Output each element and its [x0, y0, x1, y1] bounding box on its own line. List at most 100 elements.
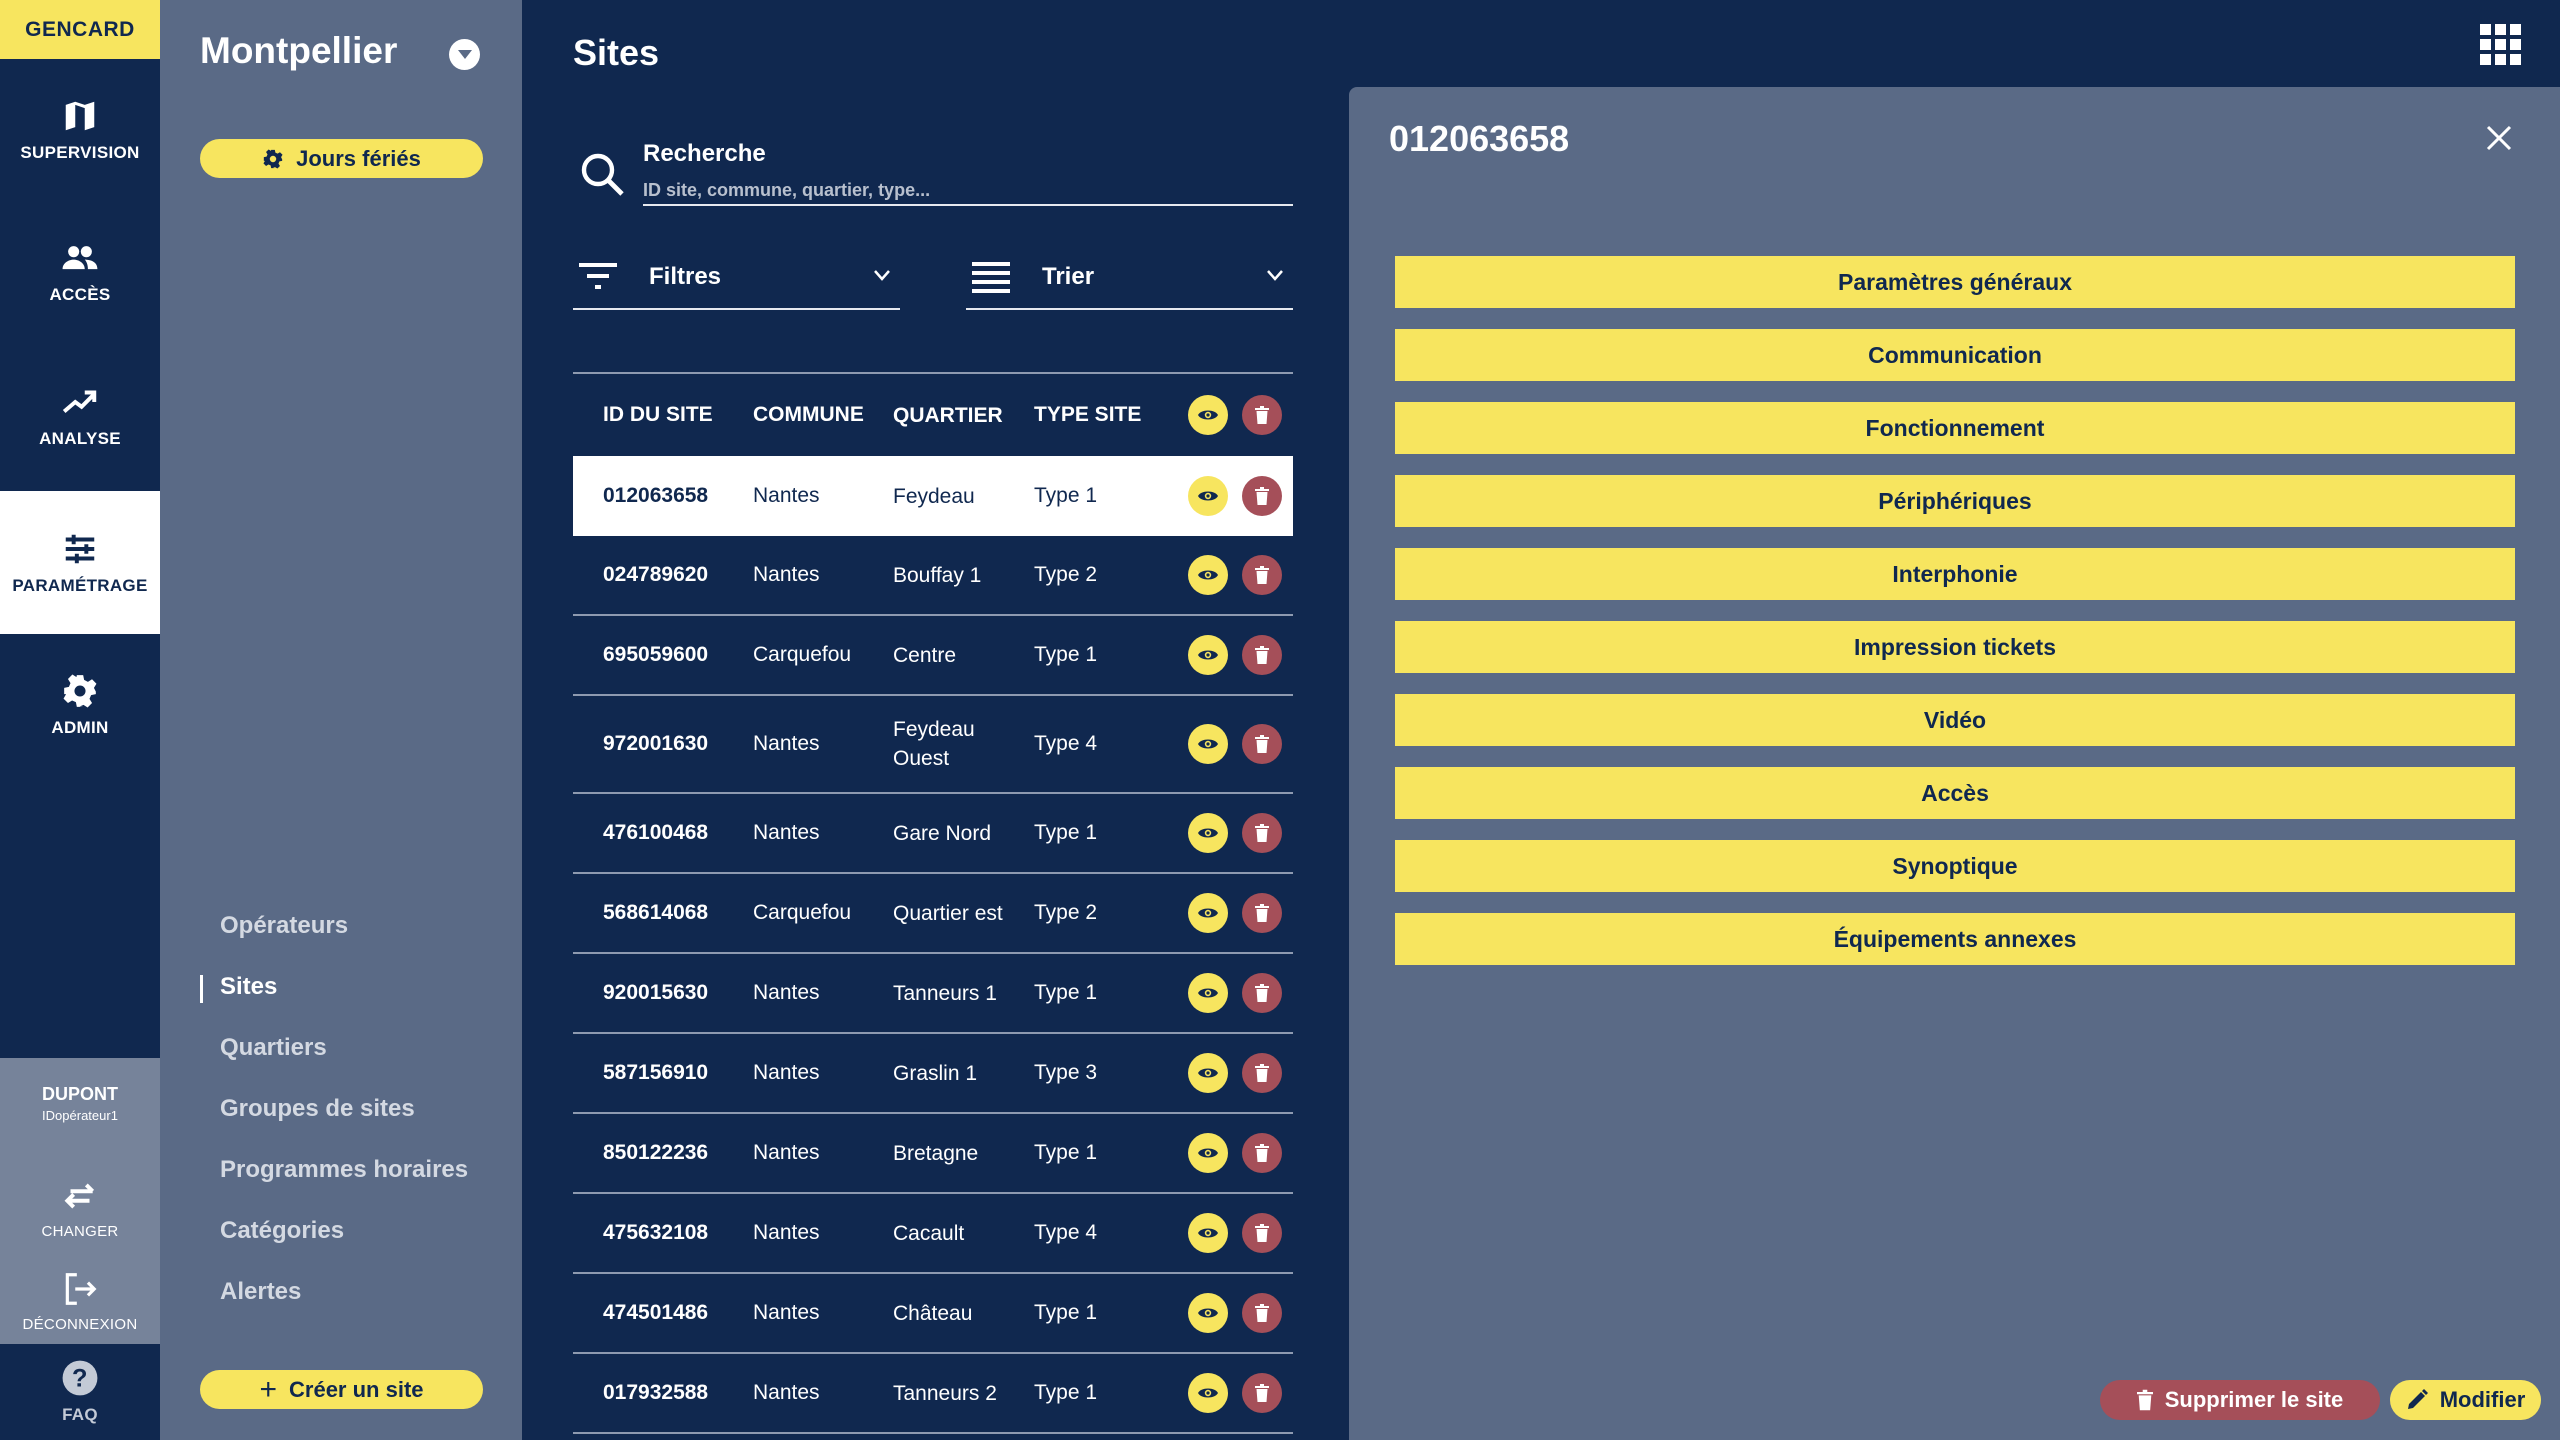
view-site-button[interactable]	[1188, 1053, 1228, 1093]
table-row[interactable]: 850122236 Nantes Bretagne Type 1	[573, 1114, 1293, 1194]
holidays-label: Jours fériés	[296, 145, 421, 171]
delete-site-row-button[interactable]	[1242, 476, 1282, 516]
table-row[interactable]: 012063658 Nantes Feydeau Type 1	[573, 456, 1293, 536]
edit-site-button[interactable]: Modifier	[2390, 1380, 2541, 1420]
table-row[interactable]: 017932588 Nantes Tanneurs 2 Type 1	[573, 1354, 1293, 1434]
detail-title: 012063658	[1389, 118, 1570, 159]
view-site-button[interactable]	[1188, 973, 1228, 1013]
table-row[interactable]: 024789620 Nantes Bouffay 1 Type 2	[573, 536, 1293, 616]
section-button[interactable]: Équipements annexes	[1395, 913, 2515, 965]
nav-categories[interactable]: Catégories	[220, 1217, 345, 1244]
section-button[interactable]: Impression tickets	[1395, 621, 2515, 673]
delete-site-row-button[interactable]	[1242, 973, 1282, 1013]
section-button[interactable]: Fonctionnement	[1395, 402, 2515, 454]
site-quartier: Cacault	[893, 1221, 965, 1245]
delete-site-row-button[interactable]	[1242, 1373, 1282, 1413]
nav-operateurs[interactable]: Opérateurs	[220, 912, 349, 939]
view-site-button[interactable]	[1188, 724, 1228, 764]
rail-label: ACCÈS	[49, 285, 111, 304]
view-site-button[interactable]	[1188, 1293, 1228, 1333]
nav-quartiers[interactable]: Quartiers	[220, 1034, 327, 1061]
section-button[interactable]: Périphériques	[1395, 475, 2515, 527]
site-commune: Nantes	[753, 821, 820, 844]
holidays-button[interactable]: Jours fériés	[200, 139, 483, 178]
delete-site-row-button[interactable]	[1242, 1213, 1282, 1253]
delete-site-row-button[interactable]	[1242, 1293, 1282, 1333]
logout-button[interactable]: DÉCONNEXION	[0, 1258, 160, 1344]
section-button[interactable]: Vidéo	[1395, 694, 2515, 746]
city-dropdown-button[interactable]	[449, 39, 480, 70]
delete-site-row-button[interactable]	[1242, 724, 1282, 764]
site-id: 017932588	[603, 1381, 709, 1404]
trash-icon	[1255, 487, 1269, 505]
rail-item-admin[interactable]: ADMIN	[0, 665, 160, 745]
sort-dropdown[interactable]: Trier	[966, 245, 1293, 310]
section-button[interactable]: Paramètres généraux	[1395, 256, 2515, 308]
close-icon[interactable]	[2486, 125, 2512, 151]
view-site-button[interactable]	[1188, 555, 1228, 595]
nav-sites[interactable]: Sites	[199, 973, 278, 1003]
nav-programmes-horaires[interactable]: Programmes horaires	[220, 1156, 469, 1183]
plus-icon: +	[259, 1372, 278, 1406]
section-button[interactable]: Communication	[1395, 329, 2515, 381]
filters-dropdown[interactable]: Filtres	[573, 245, 900, 310]
view-site-button[interactable]	[1188, 635, 1228, 675]
faq-button[interactable]: ? FAQ	[0, 1344, 160, 1440]
caret-down-icon	[457, 50, 472, 59]
site-commune: Nantes	[753, 1141, 820, 1164]
table-row[interactable]: 695059600 Carquefou Centre Type 1	[573, 616, 1293, 696]
view-site-button[interactable]	[1188, 893, 1228, 933]
nav-groupes-de-sites[interactable]: Groupes de sites	[220, 1095, 415, 1122]
table-row[interactable]: 587156910 Nantes Graslin 1 Type 3	[573, 1034, 1293, 1114]
trash-icon	[1255, 646, 1269, 664]
main-rail: GENCARD SUPERVISION ACCÈS ANALYSE PARAMÉ…	[0, 0, 160, 1440]
view-site-button[interactable]	[1188, 813, 1228, 853]
trash-icon	[1255, 1064, 1269, 1082]
table-row[interactable]: 972001630 Nantes Feydeau Ouest Type 4	[573, 696, 1293, 794]
section-button[interactable]: Interphonie	[1395, 548, 2515, 600]
eye-icon	[1198, 570, 1218, 580]
rail-item-analyse[interactable]: ANALYSE	[0, 376, 160, 456]
delete-site-row-button[interactable]	[1242, 635, 1282, 675]
site-id: 972001630	[603, 732, 709, 755]
nav-alertes[interactable]: Alertes	[220, 1278, 302, 1305]
site-type: Type 1	[1034, 1381, 1098, 1404]
section-button[interactable]: Accès	[1395, 767, 2515, 819]
table-row[interactable]: 474501486 Nantes Château Type 1	[573, 1274, 1293, 1354]
apps-grid-icon[interactable]	[2480, 24, 2522, 66]
rail-item-parametrage[interactable]: PARAMÉTRAGE	[0, 491, 160, 634]
rail-item-acces[interactable]: ACCÈS	[0, 232, 160, 312]
delete-site-row-button[interactable]	[1242, 555, 1282, 595]
view-site-button[interactable]	[1188, 476, 1228, 516]
delete-site-row-button[interactable]	[1242, 1133, 1282, 1173]
delete-site-row-button[interactable]	[1242, 893, 1282, 933]
delete-site-button[interactable]: Supprimer le site	[2100, 1380, 2380, 1420]
delete-site-row-button[interactable]	[1242, 813, 1282, 853]
delete-site-row-button[interactable]	[1242, 1053, 1282, 1093]
site-type: Type 3	[1034, 1061, 1098, 1084]
trash-icon	[2136, 1389, 2153, 1411]
user-zone: DUPONT IDopérateur1 CHANGER DÉCONNEXION	[0, 1058, 160, 1344]
table-row[interactable]: 568614068 Carquefou Quartier est Type 2	[573, 874, 1293, 954]
view-site-button[interactable]	[1188, 1133, 1228, 1173]
create-site-button[interactable]: + Créer un site	[200, 1370, 483, 1409]
view-site-button[interactable]	[1188, 1213, 1228, 1253]
delete-site-label: Supprimer le site	[2164, 1387, 2344, 1412]
section-button[interactable]: Synoptique	[1395, 840, 2515, 892]
site-commune: Nantes	[753, 732, 820, 755]
site-id: 587156910	[603, 1061, 709, 1084]
site-type: Type 1	[1034, 821, 1098, 844]
search-label: Recherche	[643, 140, 766, 167]
rail-item-supervision[interactable]: SUPERVISION	[0, 90, 160, 170]
eye-icon	[1198, 1388, 1218, 1398]
logout-label: DÉCONNEXION	[22, 1315, 138, 1333]
view-all-button[interactable]	[1188, 395, 1228, 435]
view-site-button[interactable]	[1188, 1373, 1228, 1413]
change-user-button[interactable]: CHANGER	[0, 1168, 160, 1248]
user-name: DUPONT	[42, 1084, 118, 1104]
table-row[interactable]: 920015630 Nantes Tanneurs 1 Type 1	[573, 954, 1293, 1034]
delete-all-button[interactable]	[1242, 395, 1282, 435]
search-input[interactable]	[643, 176, 1293, 206]
table-row[interactable]: 476100468 Nantes Gare Nord Type 1	[573, 794, 1293, 874]
table-row[interactable]: 475632108 Nantes Cacault Type 4	[573, 1194, 1293, 1274]
